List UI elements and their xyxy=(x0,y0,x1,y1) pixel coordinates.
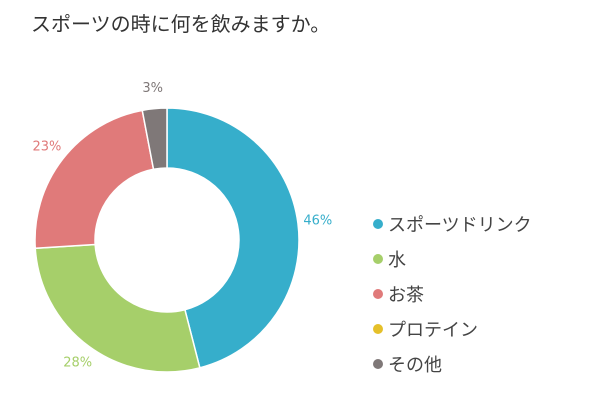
legend-item-other[interactable]: その他 xyxy=(373,346,532,381)
value-label-water: 28% xyxy=(63,355,92,370)
value-label-tea: 23% xyxy=(32,139,61,154)
slice-water[interactable] xyxy=(34,243,201,373)
legend-swatch-tea xyxy=(373,288,383,299)
legend-item-water[interactable]: 水 xyxy=(373,241,532,276)
slice-group xyxy=(34,107,300,373)
value-label-other: 3% xyxy=(142,81,163,96)
legend-label-tea: お茶 xyxy=(388,284,424,306)
legend-item-tea[interactable]: お茶 xyxy=(373,276,532,311)
legend-label-protein: プロテイン xyxy=(388,319,478,341)
legend-label-water: 水 xyxy=(388,249,406,271)
legend-item-sports-drink[interactable]: スポーツドリンク xyxy=(373,206,532,241)
legend-swatch-water xyxy=(373,253,383,264)
legend-label-other: その他 xyxy=(388,354,442,376)
value-label-group: 46% 28% 23% 3% xyxy=(32,81,332,370)
slice-other[interactable] xyxy=(141,107,168,171)
legend-swatch-protein xyxy=(373,323,383,334)
chart-title: スポーツの時に何を飲みますか。 xyxy=(31,12,331,36)
legend-swatch-other xyxy=(373,358,383,369)
legend-item-protein[interactable]: プロテイン xyxy=(373,311,532,346)
slice-tea[interactable] xyxy=(34,109,155,250)
legend-swatch-sports-drink xyxy=(373,218,383,229)
slice-sports-drink[interactable] xyxy=(166,107,300,369)
value-label-sports-drink: 46% xyxy=(303,213,332,228)
legend: スポーツドリンク水お茶プロテインその他 xyxy=(373,206,532,381)
legend-label-sports-drink: スポーツドリンク xyxy=(388,214,532,236)
